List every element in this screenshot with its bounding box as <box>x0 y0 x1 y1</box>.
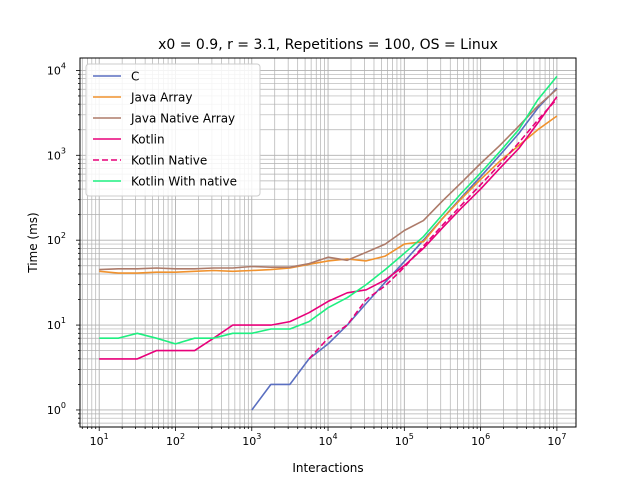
y-tick-label: 104 <box>47 61 66 77</box>
y-axis-label: Time (ms) <box>26 212 40 274</box>
series-line-2 <box>99 115 558 274</box>
legend-label: Kotlin Native <box>131 154 207 168</box>
y-tick-label: 101 <box>47 316 66 332</box>
x-tick-label: 107 <box>547 432 566 448</box>
series-line-4 <box>99 96 558 360</box>
x-tick-label: 101 <box>90 432 109 448</box>
legend-label: Kotlin <box>131 133 165 147</box>
series-lines <box>99 75 558 411</box>
x-axis-label: Interactions <box>292 461 363 475</box>
y-tick-label: 102 <box>47 231 66 247</box>
legend-label: Java Native Array <box>130 112 235 126</box>
chart-title: x0 = 0.9, r = 3.1, Repetitions = 100, OS… <box>158 37 498 53</box>
y-tick-label: 100 <box>47 401 66 417</box>
series-line-3 <box>99 88 558 271</box>
x-tick-label: 103 <box>242 432 261 448</box>
y-tick-label: 103 <box>47 146 66 162</box>
legend: C Java Array Java Native Array Kotlin Kotlin… <box>85 63 261 197</box>
series-line-6 <box>99 75 558 345</box>
x-tick-label: 105 <box>395 432 414 448</box>
legend-box <box>85 63 261 197</box>
legend-label: Kotlin With native <box>131 175 237 189</box>
axis-ticks: 101 102 103 104 105 106 107 100 101 102 103 104 <box>47 61 567 448</box>
x-tick-label: 104 <box>319 432 338 448</box>
x-tick-label: 102 <box>166 432 185 448</box>
series-line-1 <box>251 87 558 411</box>
legend-label: Java Array <box>130 91 192 105</box>
series-line-5 <box>308 98 558 360</box>
x-tick-label: 106 <box>471 432 490 448</box>
legend-label: C <box>131 70 139 84</box>
